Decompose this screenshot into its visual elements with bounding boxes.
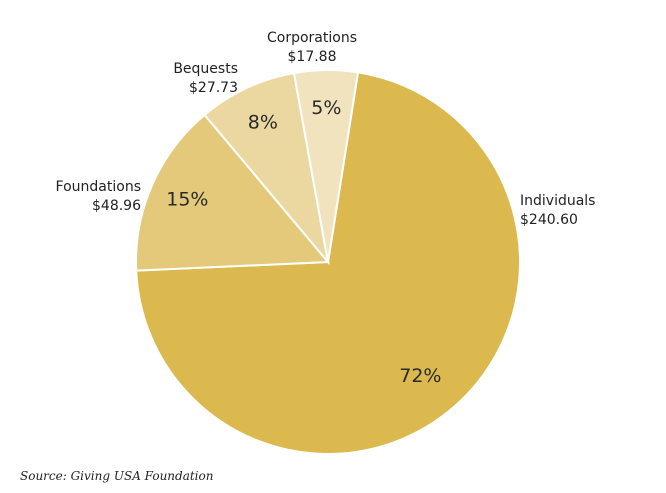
category-label-bequests: Bequests <box>173 61 238 77</box>
percent-label-individuals: 72% <box>399 365 441 387</box>
slice-foundations <box>135 113 331 272</box>
pie-slices <box>135 69 521 455</box>
percent-label-corporations: 5% <box>311 97 341 119</box>
source-note: Source: Giving USA Foundation <box>20 469 214 483</box>
category-label-corporations: Corporations <box>267 30 357 46</box>
slice-corporations <box>292 69 360 263</box>
category-label-individuals: Individuals <box>520 193 595 209</box>
slice-bequests <box>203 71 330 266</box>
amount-label-corporations: $17.88 <box>288 49 337 65</box>
pie-labels: 72% Individuals $240.60 15% Foundations $48.9… <box>56 30 596 387</box>
amount-label-bequests: $27.73 <box>189 80 238 96</box>
percent-label-bequests: 8% <box>248 111 278 133</box>
category-label-foundations: Foundations <box>56 179 141 195</box>
amount-label-foundations: $48.96 <box>92 198 141 214</box>
percent-label-foundations: 15% <box>166 189 208 211</box>
amount-label-individuals: $240.60 <box>520 212 578 228</box>
